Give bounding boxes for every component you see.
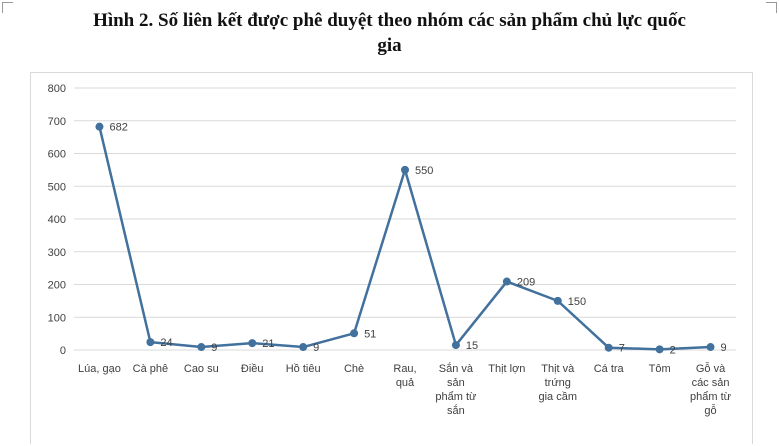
x-tick-label: Tôm [649, 363, 671, 375]
y-tick-label: 400 [48, 214, 66, 226]
data-point [706, 343, 715, 352]
x-tick-label: Thịt lợn [488, 363, 525, 375]
data-point [401, 165, 409, 174]
x-tick-label: sản [447, 377, 465, 389]
y-tick-label: 0 [60, 345, 66, 357]
x-tick-label: Cao su [184, 363, 219, 375]
x-tick-label: gia cầm [539, 391, 578, 403]
x-tick-label: trứng [545, 377, 571, 389]
data-label: 7 [619, 343, 625, 355]
x-tick-label: Thịt và [541, 363, 575, 375]
data-label: 15 [466, 340, 478, 352]
data-point [655, 345, 664, 354]
data-label: 9 [721, 342, 727, 354]
data-point [299, 343, 308, 352]
x-tick-label: quả [396, 377, 415, 389]
data-label: 21 [262, 338, 274, 350]
x-tick-label: Gỗ và [696, 362, 726, 375]
y-tick-label: 300 [48, 247, 66, 259]
y-tick-label: 500 [48, 181, 66, 193]
series-line [98, 126, 711, 351]
y-tick-label: 800 [48, 83, 66, 95]
data-label: 550 [415, 165, 433, 177]
data-label: 682 [109, 122, 127, 134]
x-tick-label: Chè [344, 363, 364, 375]
x-tick-label: Lúa, gạo [78, 363, 121, 375]
page-corner-mark [766, 2, 777, 13]
data-label: 9 [313, 342, 319, 354]
data-point [197, 343, 206, 352]
data-point [553, 296, 562, 305]
data-label: 24 [160, 337, 172, 349]
x-tick-label: Hồ tiêu [286, 363, 321, 375]
x-tick-label: Cá tra [594, 363, 625, 375]
x-tick-label: gỗ [704, 404, 716, 417]
x-tick-label: Cà phê [133, 363, 168, 375]
x-tick-label: phẩm từ [435, 391, 477, 403]
data-label: 2 [670, 344, 676, 356]
data-label: 209 [517, 277, 535, 289]
y-tick-label: 100 [48, 312, 66, 324]
x-tick-label: sắn [447, 404, 465, 417]
y-tick-label: 600 [48, 149, 66, 161]
x-tick-label: Điều [241, 363, 264, 375]
x-tick-label: các sản [692, 377, 730, 389]
data-label: 51 [364, 328, 376, 340]
data-point [451, 341, 460, 350]
chart-area [30, 72, 753, 444]
x-tick-label: Rau, [393, 363, 416, 375]
y-tick-label: 200 [48, 280, 66, 292]
page-corner-mark [2, 2, 13, 13]
data-point [95, 122, 104, 131]
x-tick-label: Sắn và [439, 362, 474, 375]
data-point [350, 329, 359, 338]
data-label: 150 [568, 296, 586, 308]
chart-title-line-2: gia [377, 35, 402, 56]
data-point [146, 338, 155, 347]
x-tick-label: phẩm từ [690, 391, 732, 403]
chart-title-line-1: Hình 2. Số liên kết được phê duyệt theo … [93, 10, 686, 31]
data-point [248, 339, 257, 348]
y-tick-label: 700 [48, 116, 66, 128]
data-point [502, 277, 511, 286]
data-label: 9 [211, 342, 217, 354]
data-point [604, 343, 613, 352]
chart-title: Hình 2. Số liên kết được phê duyệt theo … [0, 8, 779, 58]
